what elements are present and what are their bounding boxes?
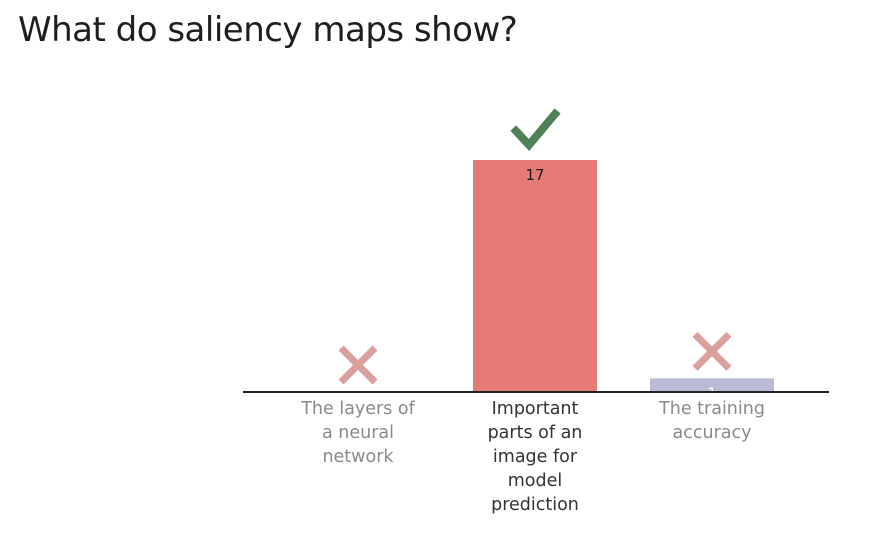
value-label: 1 xyxy=(707,384,717,402)
bar xyxy=(650,378,774,392)
cross-stroke xyxy=(338,345,378,385)
cross-icon xyxy=(338,345,378,385)
category-label: The layers of a neural network xyxy=(301,399,415,467)
cross-icon xyxy=(692,331,732,371)
check-icon xyxy=(510,108,561,152)
page-title: What do saliency maps show? xyxy=(18,10,518,50)
category-label: The training accuracy xyxy=(659,399,765,443)
cross-stroke xyxy=(692,331,732,371)
value-label: 17 xyxy=(525,166,544,184)
bar xyxy=(473,160,597,392)
category-label: Important parts of an image for model pr… xyxy=(487,399,583,515)
